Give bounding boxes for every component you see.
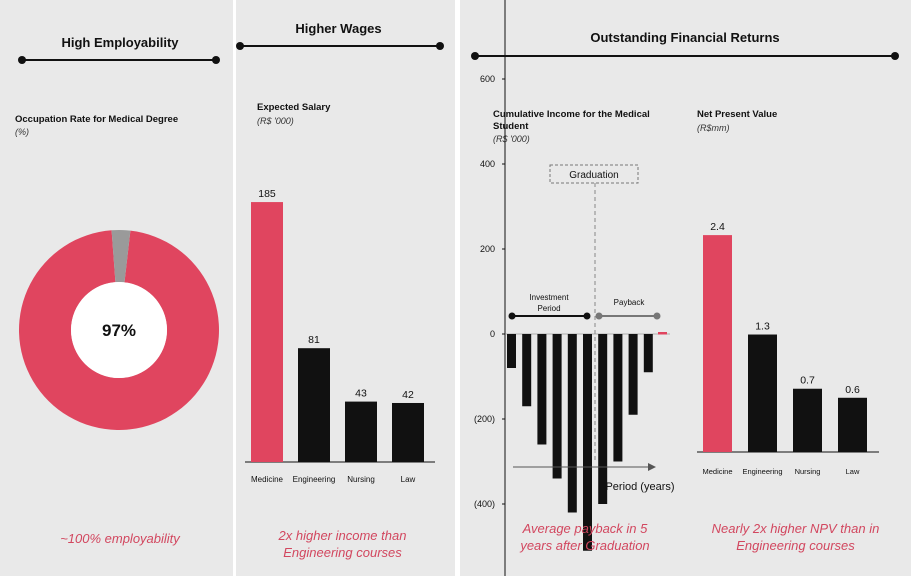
salary-value-label: 185 bbox=[258, 188, 276, 200]
occupation-title: Occupation Rate for Medical Degree bbox=[15, 114, 179, 125]
graduation-box bbox=[549, 164, 639, 184]
returns-panel bbox=[460, 0, 911, 576]
employability-caption: ~100% employability bbox=[60, 531, 180, 546]
returns-rule bbox=[471, 52, 899, 60]
salary-category-label: Nursing bbox=[347, 475, 375, 484]
investment-period-dot-right bbox=[583, 312, 591, 320]
cumulative-y-tick-label: 600 bbox=[480, 74, 495, 84]
npv-value-label: 0.7 bbox=[800, 375, 815, 387]
salary-bar-engineering bbox=[298, 348, 330, 462]
cumulative-bar bbox=[507, 334, 516, 368]
salary-value-label: 43 bbox=[355, 388, 367, 400]
salary-unit: (R$ '000) bbox=[257, 116, 294, 126]
period-arrow-head bbox=[648, 463, 656, 471]
payback-dot-left bbox=[595, 312, 603, 320]
cumulative-bar bbox=[522, 334, 532, 407]
salary-title: Expected Salary bbox=[257, 102, 331, 113]
cumulative-caption-line1: Average payback in 5 bbox=[522, 521, 648, 536]
npv-value-label: 2.4 bbox=[710, 221, 725, 233]
payback-label: Payback bbox=[614, 298, 646, 307]
wages-caption-line1: 2x higher income than bbox=[278, 528, 407, 543]
cumulative-title-line1: Cumulative Income for the Medical bbox=[493, 109, 650, 120]
npv-bar-law bbox=[838, 397, 867, 452]
cumulative-bar bbox=[613, 334, 623, 462]
cumulative-y-tick-label: (400) bbox=[474, 499, 495, 509]
wages-title: Higher Wages bbox=[295, 21, 382, 36]
cumulative-y-tick-label: 400 bbox=[480, 159, 495, 169]
npv-caption-line2: Engineering courses bbox=[736, 538, 855, 553]
cumulative-bar-final bbox=[658, 332, 667, 335]
npv-bar-nursing bbox=[793, 388, 822, 452]
donut-slice-other bbox=[111, 229, 131, 283]
investment-period-dot-left bbox=[508, 312, 516, 320]
npv-category-label: Nursing bbox=[795, 467, 821, 476]
npv-title: Net Present Value bbox=[697, 109, 778, 120]
cumulative-y-tick-label: 0 bbox=[490, 329, 495, 339]
donut-center-label: 97% bbox=[102, 321, 136, 340]
salary-value-label: 42 bbox=[402, 389, 414, 401]
salary-category-label: Medicine bbox=[251, 475, 284, 484]
cumulative-bar bbox=[583, 334, 592, 551]
cumulative-y-tick-label: 200 bbox=[480, 244, 495, 254]
npv-value-label: 1.3 bbox=[755, 321, 770, 333]
donut-slice-employed bbox=[19, 230, 220, 430]
donut-hole bbox=[71, 282, 167, 378]
npv-bar-engineering bbox=[748, 334, 777, 452]
cumulative-y-tick-label: (200) bbox=[474, 414, 495, 424]
salary-bar-medicine bbox=[251, 202, 283, 462]
wages-rule bbox=[236, 42, 444, 50]
investment-label-line1: Investment bbox=[529, 293, 569, 302]
cumulative-bar bbox=[598, 334, 608, 504]
npv-bar-medicine bbox=[703, 235, 732, 452]
salary-bar-law bbox=[392, 402, 424, 462]
npv-value-label: 0.6 bbox=[845, 384, 860, 396]
cumulative-title-line2: Student bbox=[493, 121, 529, 132]
occupation-unit: (%) bbox=[15, 127, 29, 137]
graduation-label: Graduation bbox=[569, 170, 618, 181]
cumulative-unit: (R$ '000) bbox=[493, 134, 530, 144]
cumulative-bar bbox=[643, 334, 653, 373]
employability-title: High Employability bbox=[61, 35, 179, 50]
cumulative-caption-line2: years after Graduation bbox=[520, 538, 650, 553]
period-axis-label: Period (years) bbox=[605, 481, 674, 493]
npv-category-label: Medicine bbox=[702, 467, 732, 476]
npv-category-label: Engineering bbox=[742, 467, 782, 476]
salary-value-label: 81 bbox=[308, 334, 320, 346]
cumulative-bar bbox=[552, 334, 562, 479]
cumulative-bar bbox=[537, 334, 547, 445]
npv-category-label: Law bbox=[846, 467, 860, 476]
npv-caption-line1: Nearly 2x higher NPV than in bbox=[711, 521, 880, 536]
investment-label-line2: Period bbox=[537, 304, 560, 313]
cumulative-bar bbox=[628, 334, 638, 415]
returns-title: Outstanding Financial Returns bbox=[590, 30, 780, 45]
cumulative-bar bbox=[567, 334, 577, 513]
npv-unit: (R$mm) bbox=[697, 123, 730, 133]
salary-category-label: Law bbox=[401, 475, 416, 484]
wages-caption-line2: Engineering courses bbox=[283, 545, 402, 560]
payback-dot-right bbox=[653, 312, 661, 320]
salary-bar-nursing bbox=[345, 401, 377, 462]
salary-category-label: Engineering bbox=[293, 475, 336, 484]
employability-rule bbox=[18, 56, 220, 64]
